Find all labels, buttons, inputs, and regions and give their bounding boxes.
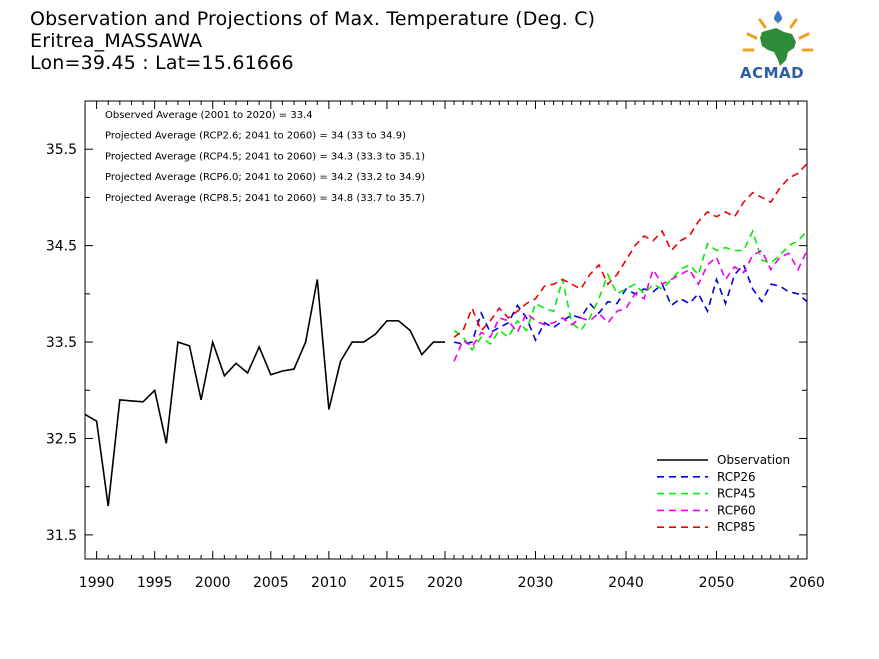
y-tick-label: 35.5 [46, 142, 77, 158]
stat-annotation: Projected Average (RCP4.5; 2041 to 2060)… [105, 151, 425, 162]
stat-annotation: Observed Average (2001 to 2020) = 33.4 [105, 110, 313, 121]
x-tick-label: 1990 [79, 575, 115, 591]
series-line-rcp26 [453, 263, 808, 345]
y-tick-label: 32.5 [46, 431, 77, 447]
legend-label: Observation [717, 453, 790, 467]
x-tick-label: 2050 [699, 575, 735, 591]
x-tick-label: 2000 [195, 575, 231, 591]
series-line-rcp45 [453, 229, 808, 352]
x-tick-label: 2060 [789, 575, 825, 591]
stat-annotation: Projected Average (RCP2.6; 2041 to 2060)… [105, 131, 406, 142]
chart-subtitle-coordinates: Lon=39.45 : Lat=15.61666 [30, 52, 294, 74]
x-tick-label: 2005 [253, 575, 289, 591]
legend-label: RCP26 [717, 470, 756, 484]
stat-annotation: Projected Average (RCP6.0; 2041 to 2060)… [105, 172, 425, 183]
x-tick-label: 2030 [518, 575, 554, 591]
stat-annotation: Projected Average (RCP8.5; 2041 to 2060)… [105, 193, 425, 204]
y-tick-label: 34.5 [46, 239, 77, 255]
x-tick-label: 2015 [369, 575, 405, 591]
y-tick-label: 31.5 [46, 528, 77, 544]
legend-label: RCP45 [717, 487, 756, 501]
y-tick-label: 33.5 [46, 335, 77, 351]
series-line-rcp85 [453, 163, 808, 338]
chart-title: Observation and Projections of Max. Temp… [30, 8, 596, 30]
africa-sun-logo-icon [742, 10, 814, 66]
chart-subtitle-station: Eritrea_MASSAWA [30, 30, 203, 52]
plot-frame [84, 100, 808, 560]
logo-wordmark: ACMAD [740, 64, 805, 82]
series-line-rcp60 [453, 249, 808, 362]
x-tick-label: 2010 [311, 575, 347, 591]
x-tick-label: 2020 [427, 575, 463, 591]
chart-title-block: Observation and Projections of Max. Temp… [30, 8, 595, 74]
x-tick-label: 1995 [137, 575, 173, 591]
series-line-observation [84, 279, 445, 507]
legend-label: RCP85 [717, 520, 756, 534]
x-tick-label: 2040 [608, 575, 644, 591]
legend-label: RCP60 [717, 503, 756, 517]
